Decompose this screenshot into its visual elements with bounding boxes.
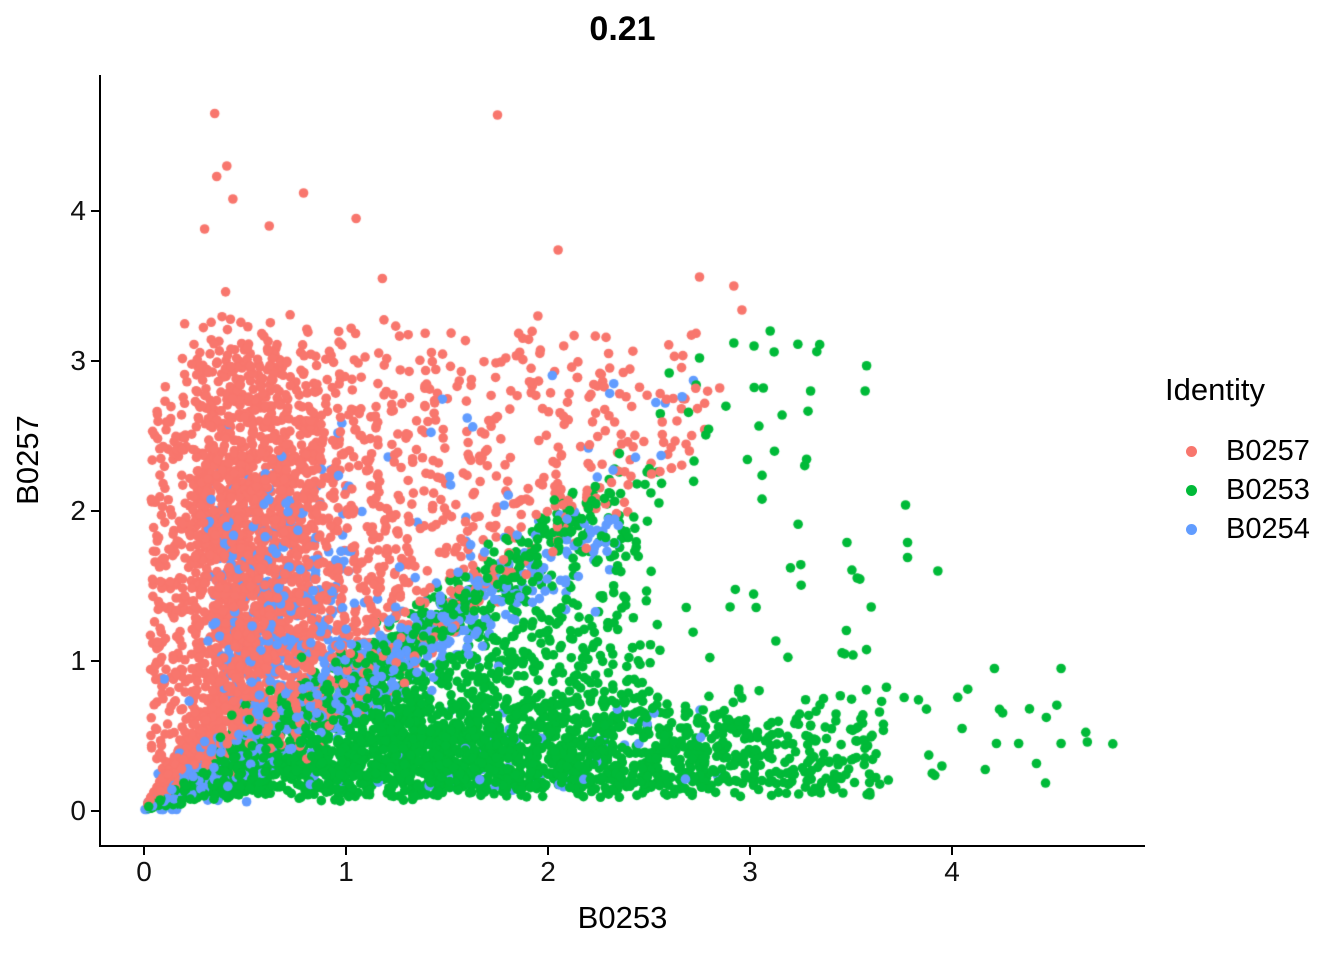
y-tick-mark: [91, 360, 99, 362]
legend: Identity B0257 B0253 B0254: [1165, 372, 1343, 549]
x-tick-label: 4: [944, 856, 960, 887]
x-axis-line: [99, 845, 1145, 847]
x-tick-label: 0: [136, 856, 152, 887]
x-tick-mark: [749, 847, 751, 855]
y-axis-title: B0257: [10, 415, 45, 505]
x-tick-mark: [345, 847, 347, 855]
legend-item-label: B0253: [1226, 474, 1310, 506]
legend-item: B0257: [1165, 432, 1343, 471]
y-tick-label: 3: [70, 345, 86, 376]
x-tick-mark: [951, 847, 953, 855]
x-tick-label: 2: [540, 856, 556, 887]
y-tick-label: 1: [70, 645, 86, 676]
legend-dot-icon: [1186, 446, 1197, 457]
y-tick-label: 4: [70, 195, 86, 226]
y-tick-mark: [91, 510, 99, 512]
legend-dot-icon: [1186, 485, 1197, 496]
plot-title: 0.21: [589, 10, 656, 48]
x-axis-title: B0253: [577, 900, 668, 935]
legend-dot-icon: [1186, 524, 1197, 535]
legend-item-label: B0254: [1226, 513, 1310, 545]
y-tick-label: 0: [70, 795, 86, 826]
legend-item: B0253: [1165, 471, 1343, 510]
legend-item: B0254: [1165, 510, 1343, 549]
x-tick-label: 1: [338, 856, 354, 887]
legend-item-label: B0257: [1226, 435, 1310, 467]
y-tick-mark: [91, 810, 99, 812]
y-tick-mark: [91, 660, 99, 662]
y-tick-mark: [91, 210, 99, 212]
y-tick-label: 2: [70, 495, 86, 526]
x-tick-label: 3: [742, 856, 758, 887]
x-tick-mark: [143, 847, 145, 855]
y-axis-line: [99, 75, 101, 847]
legend-title: Identity: [1165, 372, 1265, 407]
x-tick-mark: [547, 847, 549, 855]
